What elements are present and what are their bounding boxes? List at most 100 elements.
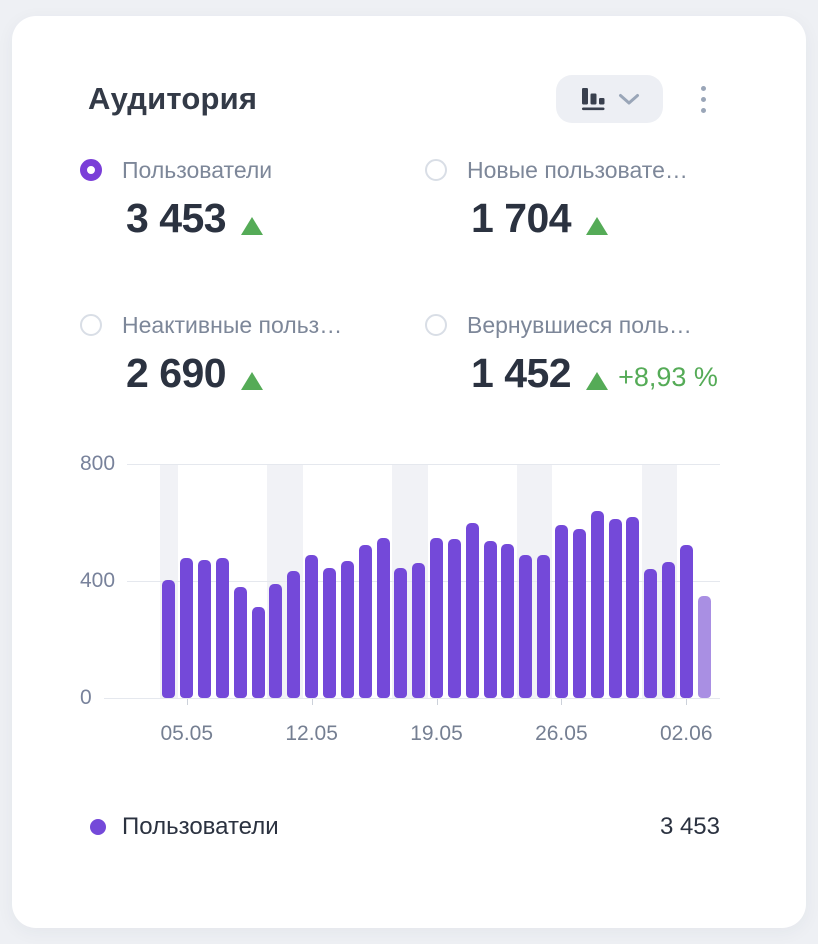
audience-widget-card: Аудитория bbox=[12, 16, 806, 928]
chevron-down-icon bbox=[618, 93, 640, 106]
metric-value: 2 690 bbox=[126, 350, 227, 396]
metric-value-row: 1 452 +8,93 % bbox=[471, 353, 736, 394]
bar-slot bbox=[588, 464, 606, 698]
bar[interactable] bbox=[180, 557, 194, 698]
bar-slot bbox=[410, 464, 428, 698]
metric-radio-row[interactable]: Пользователи bbox=[80, 156, 425, 184]
x-tick bbox=[686, 699, 688, 705]
bar[interactable] bbox=[430, 537, 444, 698]
bar-slot bbox=[624, 464, 642, 698]
metrics-grid: Пользователи 3 453 Новые пользовате… 1 704 Н… bbox=[80, 156, 736, 394]
bar-slot bbox=[446, 464, 464, 698]
bar[interactable] bbox=[394, 568, 408, 698]
kebab-dot bbox=[701, 85, 706, 91]
bar[interactable] bbox=[554, 525, 568, 698]
trend-delta: +8,93 % bbox=[618, 362, 718, 392]
bar[interactable] bbox=[287, 570, 301, 698]
kebab-menu-button[interactable] bbox=[695, 80, 712, 119]
bar[interactable] bbox=[679, 545, 693, 698]
widget-title: Аудитория bbox=[88, 81, 258, 116]
kebab-dot bbox=[701, 107, 706, 113]
bar-slot bbox=[677, 464, 695, 698]
bar[interactable] bbox=[340, 561, 354, 698]
metric-radio[interactable] bbox=[425, 159, 447, 181]
bar[interactable] bbox=[198, 559, 212, 698]
bar-slot bbox=[570, 464, 588, 698]
kebab-dot bbox=[701, 96, 706, 102]
bar-slot bbox=[553, 464, 571, 698]
metric-radio-row[interactable]: Неактивные польз… bbox=[80, 311, 425, 339]
bar-slot bbox=[160, 464, 178, 698]
bar[interactable] bbox=[233, 586, 247, 698]
bar[interactable] bbox=[251, 607, 265, 698]
bar[interactable] bbox=[447, 539, 461, 698]
trend-up-icon bbox=[586, 372, 609, 390]
metric-radio[interactable] bbox=[425, 314, 447, 336]
bar-slot bbox=[356, 464, 374, 698]
bar-slot bbox=[303, 464, 321, 698]
bar[interactable] bbox=[162, 579, 176, 698]
metric-label: Новые пользовате… bbox=[467, 156, 688, 183]
bar-slot bbox=[695, 464, 713, 698]
metric-item-1: Новые пользовате… 1 704 bbox=[425, 156, 736, 239]
bar[interactable] bbox=[305, 554, 319, 698]
metric-value: 1 452 bbox=[471, 350, 572, 396]
metric-label: Неактивные польз… bbox=[122, 311, 343, 338]
y-axis-label: 800 bbox=[80, 452, 116, 475]
metric-radio-selected[interactable] bbox=[80, 159, 102, 181]
bar-slot bbox=[660, 464, 678, 698]
bar[interactable] bbox=[358, 545, 372, 698]
bar[interactable] bbox=[501, 543, 515, 698]
bar[interactable] bbox=[376, 537, 390, 698]
bar[interactable] bbox=[465, 523, 479, 698]
chart-bars-layer bbox=[160, 464, 713, 698]
bar-slot bbox=[535, 464, 553, 698]
bar[interactable] bbox=[537, 554, 551, 698]
trend-up-icon bbox=[241, 217, 264, 235]
bar[interactable] bbox=[572, 528, 586, 698]
bar[interactable] bbox=[483, 541, 497, 698]
chart-x-axis: 05.05 12.05 19.05 26.05 02.06 bbox=[160, 698, 713, 748]
gridline bbox=[103, 697, 720, 699]
metric-label: Вернувшиеся поль… bbox=[467, 311, 692, 338]
bar-slot bbox=[517, 464, 535, 698]
chart-legend: Пользователи 3 453 bbox=[90, 811, 720, 843]
bar[interactable] bbox=[662, 562, 676, 698]
bar[interactable] bbox=[626, 517, 640, 698]
bar-incomplete-day[interactable] bbox=[697, 595, 711, 698]
legend-series-value: 3 453 bbox=[659, 813, 720, 840]
metric-value-row: 1 704 bbox=[471, 198, 736, 239]
bar[interactable] bbox=[412, 562, 426, 698]
trend-up-icon bbox=[586, 217, 609, 235]
metric-radio[interactable] bbox=[80, 314, 102, 336]
bar[interactable] bbox=[323, 567, 337, 698]
metric-value-row: 3 453 bbox=[126, 198, 425, 239]
bar-slot bbox=[249, 464, 267, 698]
metric-label: Пользователи bbox=[122, 156, 273, 183]
bar-slot bbox=[196, 464, 214, 698]
bar-slot bbox=[374, 464, 392, 698]
metric-radio-row[interactable]: Вернувшиеся поль… bbox=[425, 311, 736, 339]
bar[interactable] bbox=[215, 557, 229, 698]
bar-slot bbox=[392, 464, 410, 698]
metric-value: 1 704 bbox=[471, 195, 572, 241]
bar[interactable] bbox=[608, 519, 622, 698]
x-tick-label: 19.05 bbox=[410, 722, 463, 745]
bar-slot bbox=[321, 464, 339, 698]
bar-slot bbox=[267, 464, 285, 698]
bar[interactable] bbox=[590, 511, 604, 698]
x-tick bbox=[561, 699, 563, 705]
bar-slot bbox=[214, 464, 232, 698]
x-tick bbox=[186, 699, 188, 705]
metric-value: 3 453 bbox=[126, 195, 227, 241]
metric-value-row: 2 690 bbox=[126, 353, 425, 394]
metric-radio-row[interactable]: Новые пользовате… bbox=[425, 156, 736, 184]
metric-item-3: Вернувшиеся поль… 1 452 +8,93 % bbox=[425, 311, 736, 394]
metric-item-2: Неактивные польз… 2 690 bbox=[80, 311, 425, 394]
header-controls bbox=[556, 75, 712, 123]
y-axis-label: 0 bbox=[80, 686, 92, 709]
bar[interactable] bbox=[519, 554, 533, 698]
bar[interactable] bbox=[644, 568, 658, 698]
bar[interactable] bbox=[269, 583, 283, 698]
chart-type-selector-button[interactable] bbox=[556, 75, 663, 123]
